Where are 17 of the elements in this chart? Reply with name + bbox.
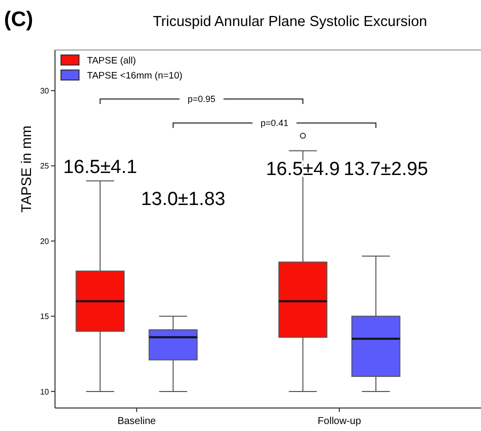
x-tick-label: Baseline <box>117 416 156 427</box>
y-tick-label: 15 <box>40 312 50 322</box>
y-tick-label: 10 <box>40 387 50 396</box>
legend-label: TAPSE <16mm (n=10) <box>87 70 182 82</box>
text: (C) <box>4 8 34 31</box>
legend-label: TAPSE (all) <box>87 55 136 66</box>
y-tick-label: 20 <box>40 236 50 246</box>
y-tick-label: 25 <box>40 162 50 171</box>
annotation: 13.7±2.95 <box>344 158 428 180</box>
chart-title: Tricuspid Annular Plane Systolic Excursion <box>152 14 428 30</box>
annotation: p=0.41 <box>260 118 288 128</box>
annotation: 16.5±4.1 <box>63 156 138 178</box>
annotation: p=0.95 <box>188 94 216 104</box>
y-axis-title: TAPSE in mm <box>18 126 34 212</box>
x-tick-label: Follow-up <box>318 416 362 427</box>
annotation: 13.0±1.83 <box>140 188 226 210</box>
y-tick-label: 30 <box>40 86 50 96</box>
